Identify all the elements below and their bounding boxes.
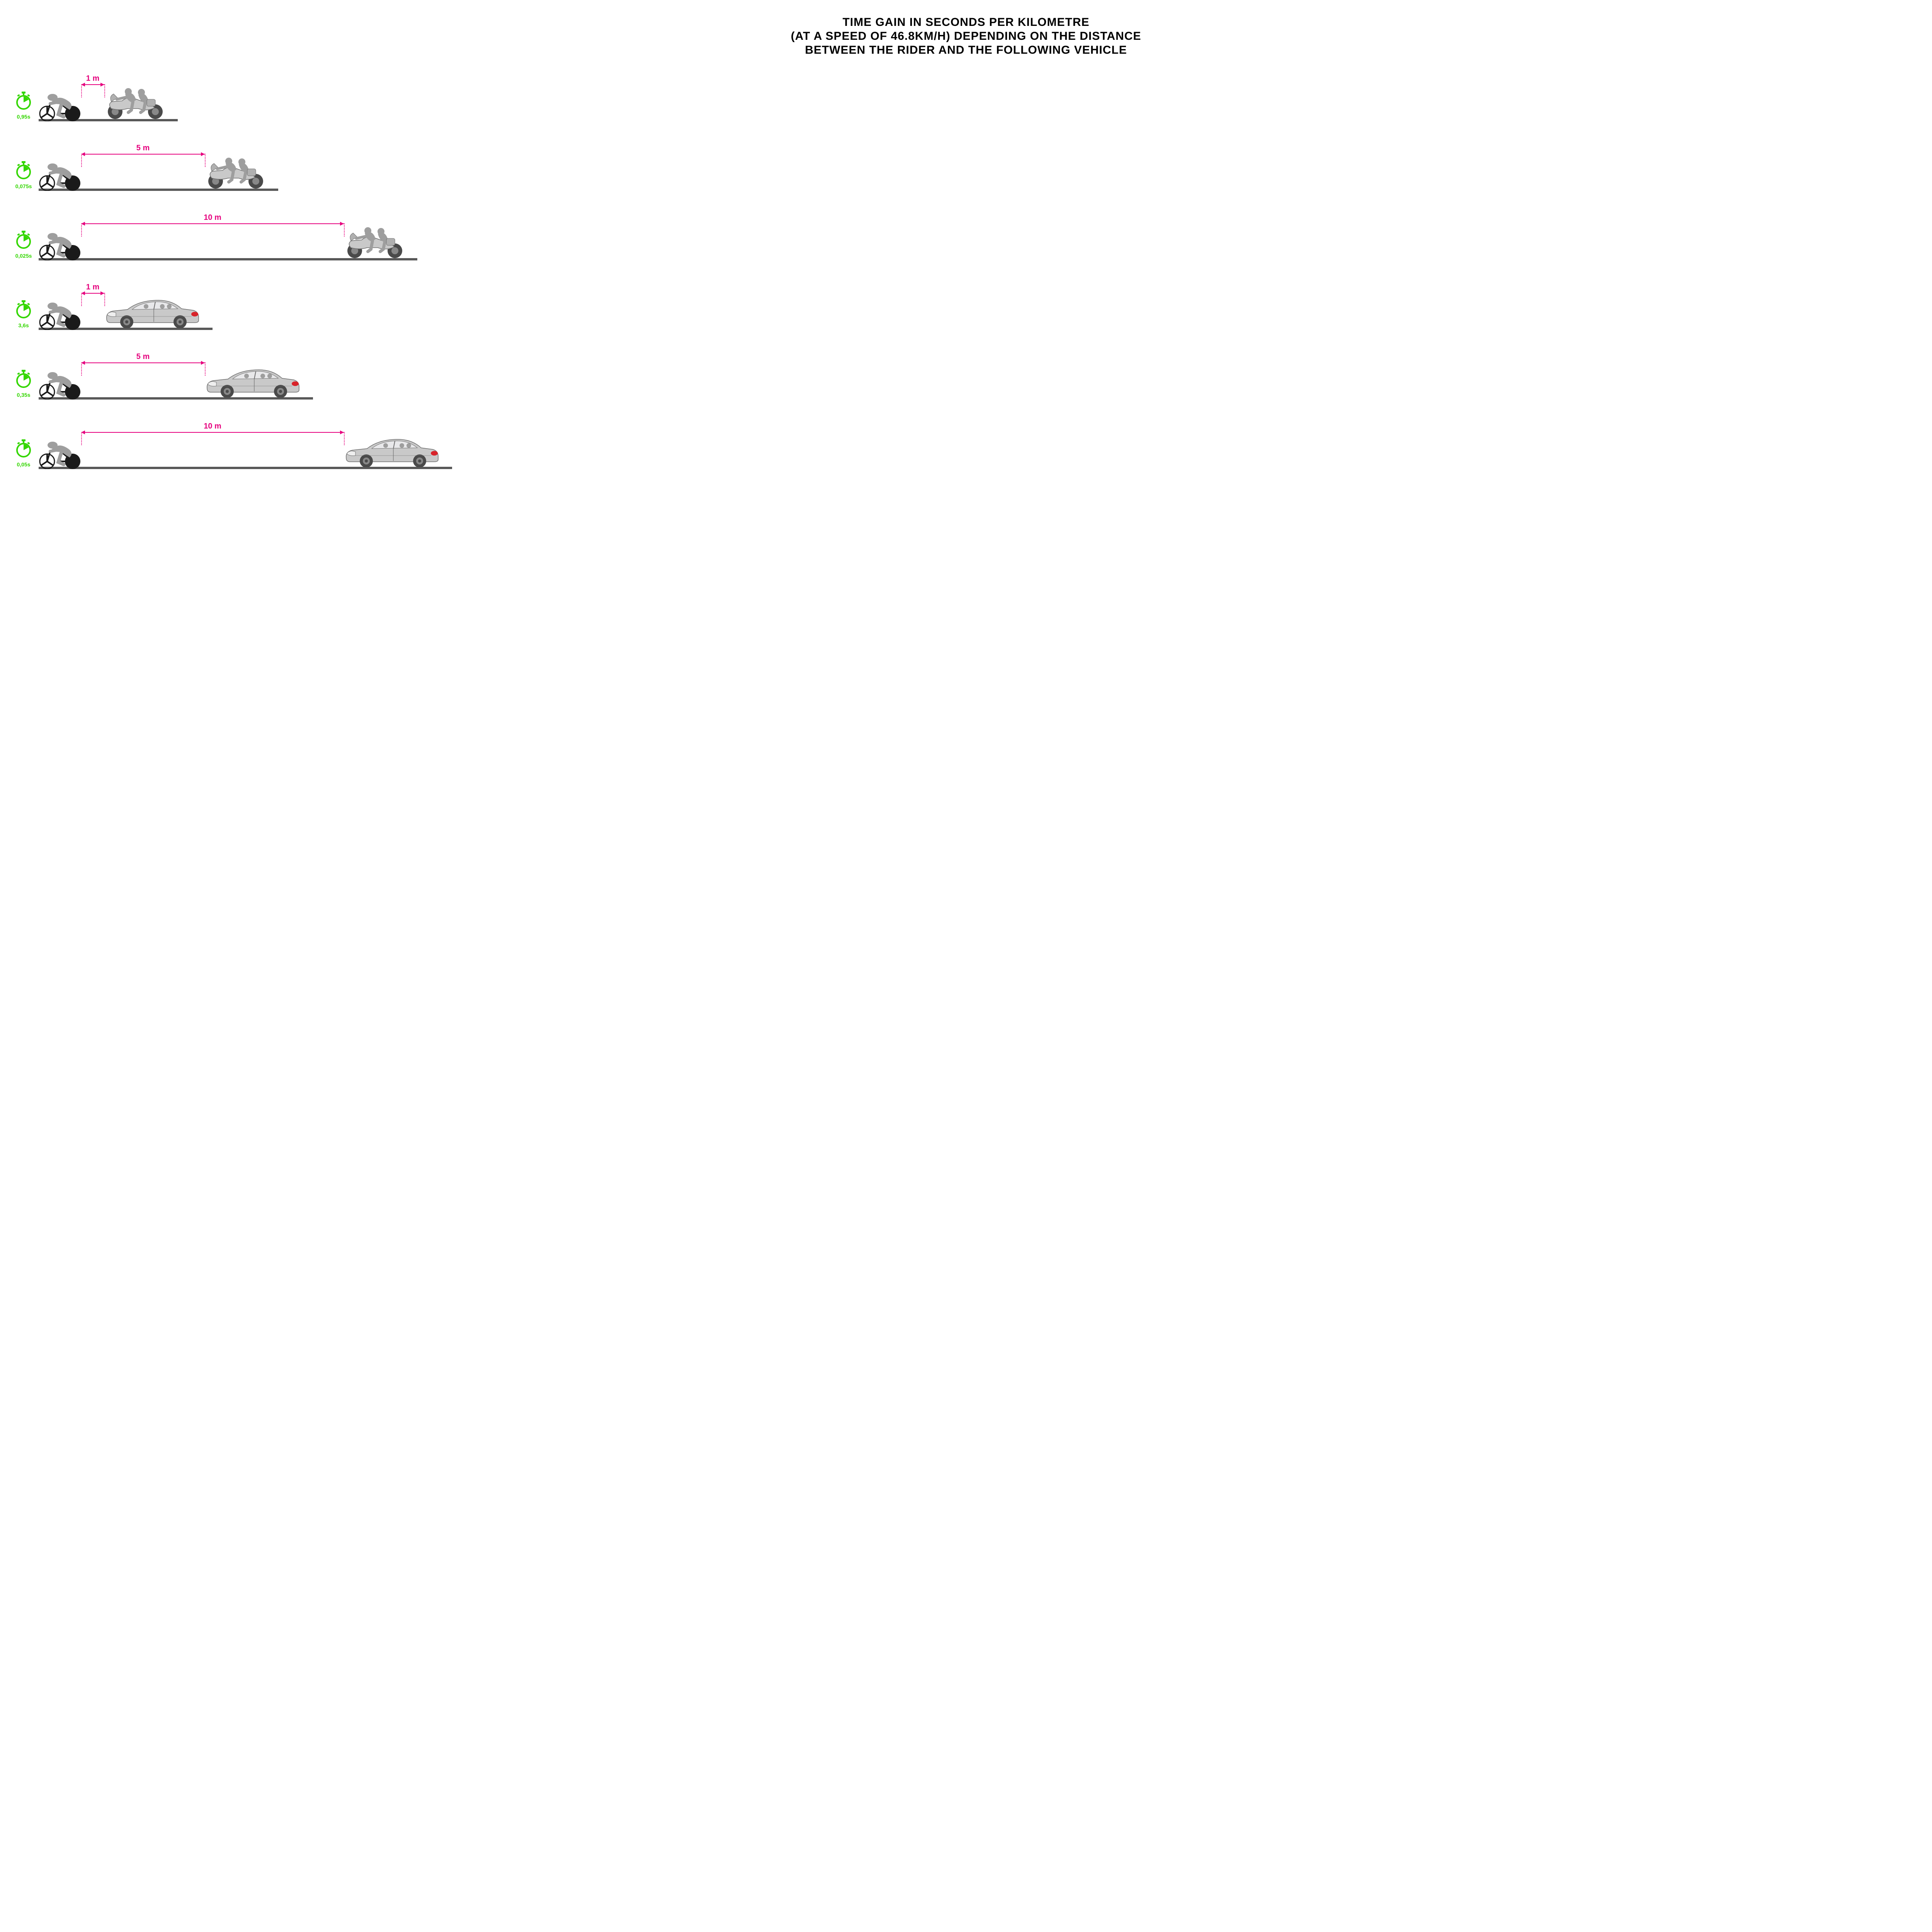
dimension-arrow-right [340,222,344,226]
dimension-tick [205,362,206,376]
car-figure [104,297,201,330]
diagram-row: 3,6s [12,285,1920,335]
dimension-arrow-right [340,430,344,434]
motorcycle-figure [344,226,406,260]
dimension-arrow-right [100,291,104,295]
page-title: TIME GAIN IN SECONDS PER KILOMETRE (AT A… [12,15,1920,57]
motorcycle-figure [104,87,166,121]
distance-label: 10 m [204,422,221,431]
title-line-3: BETWEEN THE RIDER AND THE FOLLOWING VEHI… [12,43,1920,57]
dimension-tick [81,432,82,445]
stopwatch-icon [16,439,31,458]
diagram-row: 0,35s [12,355,1920,405]
diagram-rows: 0,95s [12,77,1920,474]
cyclist-figure [39,230,81,260]
stopwatch-icon [16,231,31,249]
diagram-row: 0,95s [12,77,1920,127]
dimension-arrow-right [100,83,104,87]
dimension-line [81,362,205,363]
dimension-tick [81,154,82,167]
dimension-tick [81,223,82,236]
dimension-line [81,154,205,155]
dimension-tick [344,432,345,445]
dimension-tick [81,362,82,376]
cyclist-figure [39,299,81,330]
title-line-1: TIME GAIN IN SECONDS PER KILOMETRE [12,15,1920,29]
diagram-row: 0,075s [12,146,1920,196]
dimension-tick [205,154,206,167]
cyclist-figure [39,90,81,121]
stopwatch-icon [16,370,31,388]
cyclist-figure [39,160,81,191]
cyclist-figure [39,369,81,400]
cyclist-icon [39,438,81,469]
dimension-tick [344,223,345,236]
car-figure [344,436,440,469]
time-gain-label: 0,35s [12,392,36,398]
time-gain-label: 0,95s [12,114,36,120]
dimension-tick [81,84,82,97]
dimension-arrow-right [201,361,205,365]
time-gain-label: 0,075s [12,183,36,189]
diagram-row: 0,025s [12,216,1920,266]
stopwatch-block: 0,05s [12,439,36,468]
dimension-line [81,432,344,433]
cyclist-icon [39,369,81,400]
time-gain-label: 3,6s [12,322,36,328]
distance-label: 5 m [136,144,150,153]
distance-label: 10 m [204,213,221,222]
distance-label: 1 m [86,283,99,292]
cyclist-icon [39,90,81,121]
cyclist-icon [39,230,81,260]
stopwatch-block: 0,95s [12,92,36,120]
car-icon [205,367,301,398]
car-icon [104,297,201,328]
dimension-line [81,223,344,224]
diagram-row: 0,05s [12,424,1920,474]
stopwatch-block: 3,6s [12,300,36,328]
time-gain-label: 0,025s [12,253,36,259]
dimension-arrow-right [201,152,205,156]
distance-label: 5 m [136,352,150,361]
stopwatch-icon [16,161,31,180]
motorcycle-icon [344,226,406,259]
dimension-tick [104,84,105,97]
distance-label: 1 m [86,74,99,83]
title-line-2: (AT A SPEED OF 46.8KM/H) DEPENDING ON TH… [12,29,1920,43]
stopwatch-icon [16,92,31,110]
stopwatch-block: 0,025s [12,231,36,259]
car-icon [344,436,440,467]
cyclist-icon [39,299,81,330]
motorcycle-icon [205,156,267,189]
dimension-tick [104,293,105,306]
cyclist-icon [39,160,81,191]
motorcycle-icon [104,87,166,119]
cyclist-figure [39,438,81,469]
time-gain-label: 0,05s [12,461,36,468]
stopwatch-block: 0,075s [12,161,36,189]
motorcycle-figure [205,156,267,191]
stopwatch-icon [16,300,31,319]
stopwatch-block: 0,35s [12,370,36,398]
dimension-tick [81,293,82,306]
car-figure [205,367,301,400]
